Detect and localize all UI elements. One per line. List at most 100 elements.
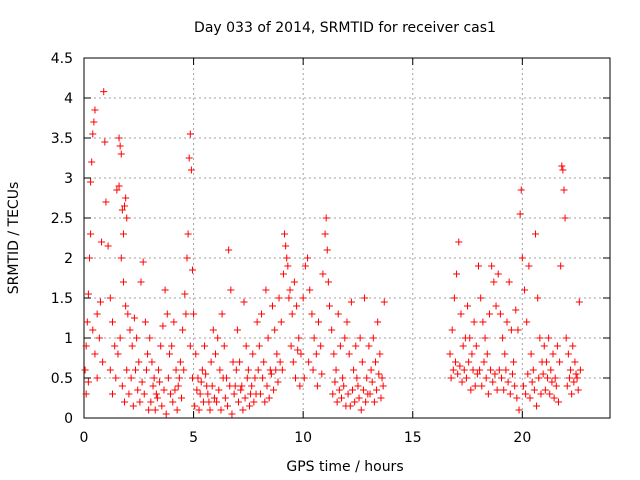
data-point [121,398,129,406]
data-point [565,374,573,382]
data-point [152,390,160,398]
data-point [112,374,120,382]
data-point [370,398,378,406]
data-point [213,398,221,406]
data-point [505,278,513,286]
data-point [306,286,314,294]
data-point [301,262,309,270]
data-point [345,350,353,358]
data-point [533,402,541,410]
data-point [253,318,261,326]
data-point [87,178,95,186]
data-point [315,318,323,326]
y-tick-label: 3 [64,171,73,187]
data-point [312,350,320,358]
data-point [89,130,97,138]
data-point [232,366,240,374]
data-point [111,342,119,350]
data-point [193,386,201,394]
data-point [183,254,191,262]
data-point [184,230,192,238]
data-point [108,318,116,326]
plot-frame [83,57,611,419]
y-axis-label: SRMTID / TECUs [6,182,22,295]
data-point [212,350,219,358]
data-point [265,394,273,402]
data-point [456,362,464,370]
data-point [165,350,173,358]
data-point [241,394,249,402]
data-point [276,358,284,366]
data-point [477,294,485,302]
x-tick-label: 20 [513,430,531,446]
data-point [117,254,125,262]
data-point [335,386,343,394]
data-point [493,386,501,394]
data-point [576,366,584,374]
data-point [163,310,171,318]
data-point [500,386,508,394]
data-point [457,310,465,318]
data-point [518,254,526,262]
data-point [572,370,580,378]
x-tick-label: 10 [294,430,312,446]
data-point [498,374,506,382]
data-point [536,334,544,342]
data-point [496,310,504,318]
data-point [284,262,292,270]
data-point [336,342,344,350]
data-point [341,334,349,342]
data-point [517,186,525,194]
data-point [352,342,360,350]
data-point [481,334,489,342]
y-tick-label: 2.5 [51,211,73,227]
axis-ticks: 0 0.5 1 1.5 2 2.5 3 3.5 4 4.5 0 5 10 15 20 [51,51,610,446]
data-point [221,394,229,402]
data-point [447,374,455,382]
data-point [220,342,228,350]
data-point [462,374,470,382]
x-tick-label: 15 [404,430,422,446]
data-point [150,374,158,382]
data-point [262,286,270,294]
data-point [225,246,233,254]
data-point [267,370,275,378]
data-point [186,342,194,350]
data-point [259,374,267,382]
data-point [176,358,184,366]
data-point [230,390,238,398]
data-point [502,366,510,374]
data-point [373,386,381,394]
data-point [91,106,99,114]
data-point [451,358,459,366]
data-point [126,326,134,334]
data-point [546,390,554,398]
data-point [552,382,560,390]
data-point [123,366,131,374]
data-point [485,310,493,318]
data-point [102,198,110,206]
data-point [567,366,575,374]
data-point [489,378,497,386]
data-point [201,342,209,350]
data-point [117,150,125,158]
data-point [148,358,156,366]
data-point [305,358,313,366]
data-point [127,374,135,382]
data-point [469,366,477,374]
data-point [93,374,101,382]
data-point [296,382,304,390]
data-point [116,142,124,150]
data-point [139,258,147,266]
data-point [332,366,340,374]
data-point [115,134,123,142]
data-point [310,334,318,342]
data-point [511,382,519,390]
data-point [560,186,568,194]
data-point [243,374,251,382]
data-point [488,262,496,270]
data-point [272,366,280,374]
data-point [135,358,143,366]
data-point [293,302,301,310]
data-point [218,310,226,318]
